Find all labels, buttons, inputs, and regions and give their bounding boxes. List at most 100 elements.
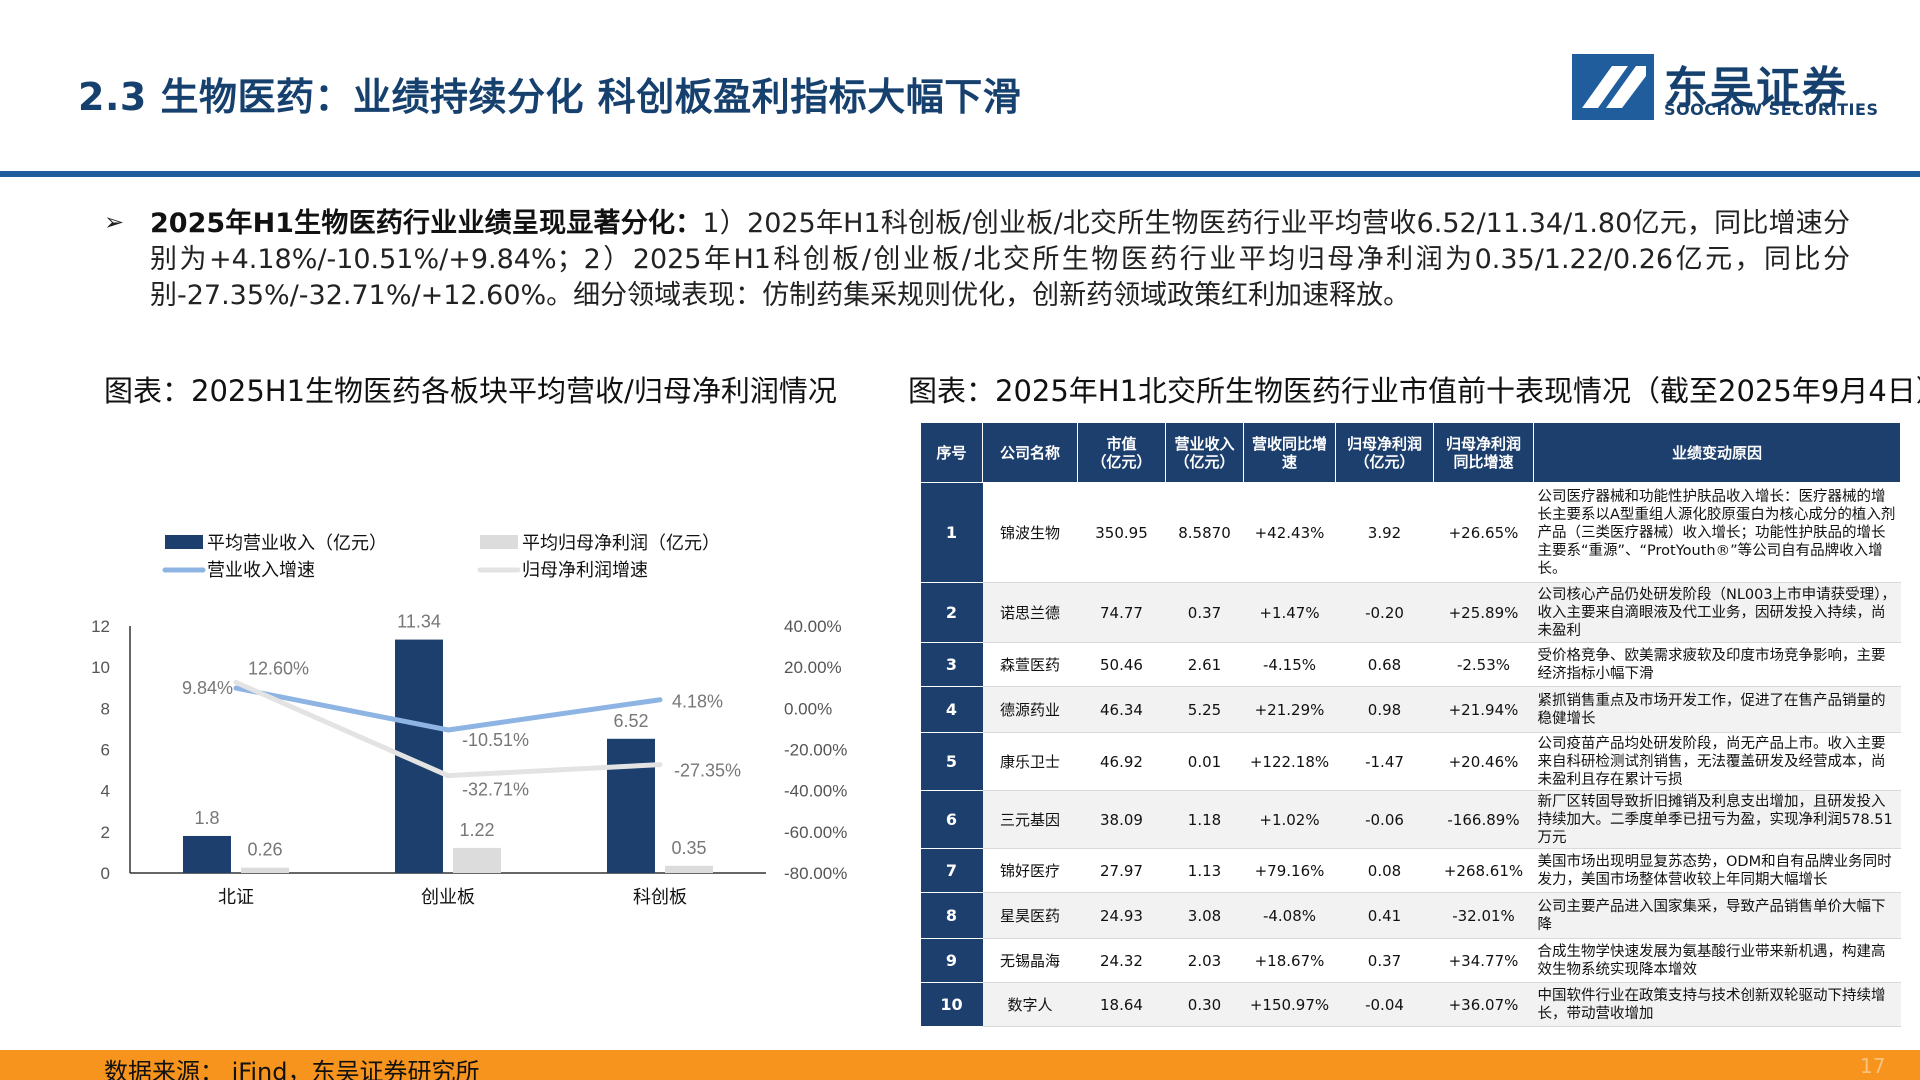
chart-section-title: 图表：2025H1生物医药各板块平均营收/归母净利润情况 [104,374,837,408]
line-data-label: 9.84% [182,678,233,698]
reason-cell: 受价格竞争、欧美需求疲软及印度市场竞争影响，主要经济指标小幅下滑 [1533,642,1901,687]
summary-paragraph: 2025年H1生物医药行业业绩呈现显著分化：1）2025年H1科创板/创业板/北… [150,206,1850,314]
table-cell: -0.20 [1335,582,1434,643]
table-row: 1 锦波生物 350.95 8.5870 +42.43% 3.92 +26.65% 公司医疗器… [920,482,1901,583]
table-cell: +79.16% [1243,848,1336,893]
table-cell: 0.08 [1335,848,1434,893]
y2-tick-label: 20.00% [784,658,842,677]
table-row: 6 三元基因 38.09 1.18 +1.02% -0.06 -166.89% 新厂区转固导致… [920,790,1901,849]
row-index: 3 [920,642,983,687]
table-header-cell: 市值 （亿元） [1077,422,1166,483]
table-row: 9 无锡晶海 24.32 2.03 +18.67% 0.37 +34.77% 合成生物学快速发… [920,938,1901,983]
table-cell: 3.92 [1335,482,1434,583]
table-row: 8 星昊医药 24.93 3.08 -4.08% 0.41 -32.01% 公司主要产品进入国… [920,892,1901,939]
table-cell: 0.98 [1335,686,1434,733]
table-cell: +1.47% [1243,582,1336,643]
table-cell: -0.04 [1335,982,1434,1027]
bar-data-label: 11.34 [397,612,441,632]
table-header-cell: 归母净利润 （亿元） [1335,422,1434,483]
table-cell: 0.41 [1335,892,1434,939]
table-cell: 锦波生物 [982,482,1078,583]
table-cell: +150.97% [1243,982,1336,1027]
reason-cell: 中国软件行业在政策支持与技术创新双轮驱动下持续增长，带动营收增加 [1533,982,1901,1027]
table-cell: 0.37 [1165,582,1244,643]
table-cell: -32.01% [1433,892,1534,939]
bar-data-label: 0.26 [247,840,282,860]
table-cell: 50.46 [1077,642,1166,687]
legend-label: 平均归母净利润（亿元） [522,533,720,553]
x-tick-label: 科创板 [633,887,687,907]
table-cell: -1.47 [1335,732,1434,791]
table-cell: 0.30 [1165,982,1244,1027]
top10-table: 序号 公司名称 市值 （亿元） 营业收入 （亿元） 营收同比增 速归母净利润 （亿元）归… [920,422,1901,1027]
table-header-cell: 营业收入 （亿元） [1165,422,1244,483]
table-row: 5 康乐卫士 46.92 0.01 +122.18% -1.47 +20.46% 公司疫苗产品… [920,732,1901,791]
reason-cell: 紧抓销售重点及市场开发工作，促进了在售产品销量的稳健增长 [1533,686,1901,733]
legend-swatch [165,535,203,549]
reason-cell: 美国市场出现明显复苏态势，ODM和自有品牌业务同时发力，美国市场整体营收较上年同… [1533,848,1901,893]
page-title: 2.3 生物医药：业绩持续分化 科创板盈利指标大幅下滑 [78,75,1022,119]
row-index: 10 [920,982,983,1027]
table-cell: 康乐卫士 [982,732,1078,791]
y-tick-label: 12 [91,617,110,636]
legend-label: 归母净利润增速 [522,560,648,580]
row-index: 8 [920,892,983,939]
bar [183,835,231,873]
table-cell: 18.64 [1077,982,1166,1027]
line-data-label: -10.51% [462,730,529,750]
table-cell: 5.25 [1165,686,1244,733]
table-header-cell: 公司名称 [982,422,1078,483]
y-tick-label: 6 [101,741,110,760]
table-cell: 46.92 [1077,732,1166,791]
row-index: 2 [920,582,983,643]
table-cell: 数字人 [982,982,1078,1027]
legend-label: 平均营业收入（亿元） [207,533,387,553]
table-cell: 27.97 [1077,848,1166,893]
row-index: 4 [920,686,983,733]
table-cell: 74.77 [1077,582,1166,643]
line-data-label: -27.35% [674,761,741,781]
table-cell: 38.09 [1077,790,1166,849]
table-cell: +36.07% [1433,982,1534,1027]
table-cell: -4.08% [1243,892,1336,939]
y-tick-label: 2 [101,823,110,842]
logo-mark-icon [1572,54,1654,120]
table-header-cell: 业绩变动原因 [1533,422,1901,483]
table-cell: 森萱医药 [982,642,1078,687]
series-line [233,679,663,779]
table-cell: +25.89% [1433,582,1534,643]
logo-text-cn: 东吴证券 [1664,63,1848,114]
y2-tick-label: -60.00% [784,823,847,842]
table-cell: 三元基因 [982,790,1078,849]
page-number: 17 [1860,1054,1886,1078]
table-cell: 锦好医疗 [982,848,1078,893]
y2-tick-label: -40.00% [784,782,847,801]
table-cell: 24.32 [1077,938,1166,983]
table-cell: 3.08 [1165,892,1244,939]
table-section-title: 图表：2025年H1北交所生物医药行业市值前十表现情况（截至2025年9月4日） [908,374,1920,408]
table-header-cell: 归母净利润 同比增速 [1433,422,1534,483]
summary-text: 1）2025年H1科创板/创业板/北交所生物医药行业平均营收6.52/11.34… [150,208,1850,311]
logo-text-en: SOOCHOW SECURITIES [1664,100,1879,119]
bullet-arrow-icon: ➢ [104,208,125,236]
revenue-profit-chart: 0 2 4 6 8 10 12 -80.00% -60.00% -40.00% -20.00% 0.0… [91,533,847,907]
line-data-label: 4.18% [672,692,723,712]
y-tick-label: 4 [101,782,110,801]
table-row: 10 数字人 18.64 0.30 +150.97% -0.04 +36.07% 中国软件行业… [920,982,1901,1027]
series-line [233,685,663,733]
table-cell: +268.61% [1433,848,1534,893]
row-index: 9 [920,938,983,983]
reason-cell: 公司疫苗产品均处研发阶段，尚无产品上市。收入主要来自科研检测试剂销售，无法覆盖研… [1533,732,1901,791]
table-cell: +20.46% [1433,732,1534,791]
y-tick-label: 10 [91,658,110,677]
row-index: 1 [920,482,983,583]
company-logo: 东吴证券 SOOCHOW SECURITIES [1572,54,1878,120]
reason-cell: 新厂区转固导致折旧摊销及利息支出增加，且研发投入持续加大。二季度单季已扭亏为盈，… [1533,790,1901,849]
table-cell: 350.95 [1077,482,1166,583]
table-header-row: 序号 公司名称 市值 （亿元） 营业收入 （亿元） 营收同比增 速归母净利润 （亿元）归… [920,422,1901,483]
bar [665,865,713,873]
table-cell: 无锡晶海 [982,938,1078,983]
table-body: 1 锦波生物 350.95 8.5870 +42.43% 3.92 +26.65% 公司医疗器… [920,482,1901,1027]
reason-cell: 公司主要产品进入国家集采，导致产品销售单价大幅下降 [1533,892,1901,939]
table-cell: 星昊医药 [982,892,1078,939]
